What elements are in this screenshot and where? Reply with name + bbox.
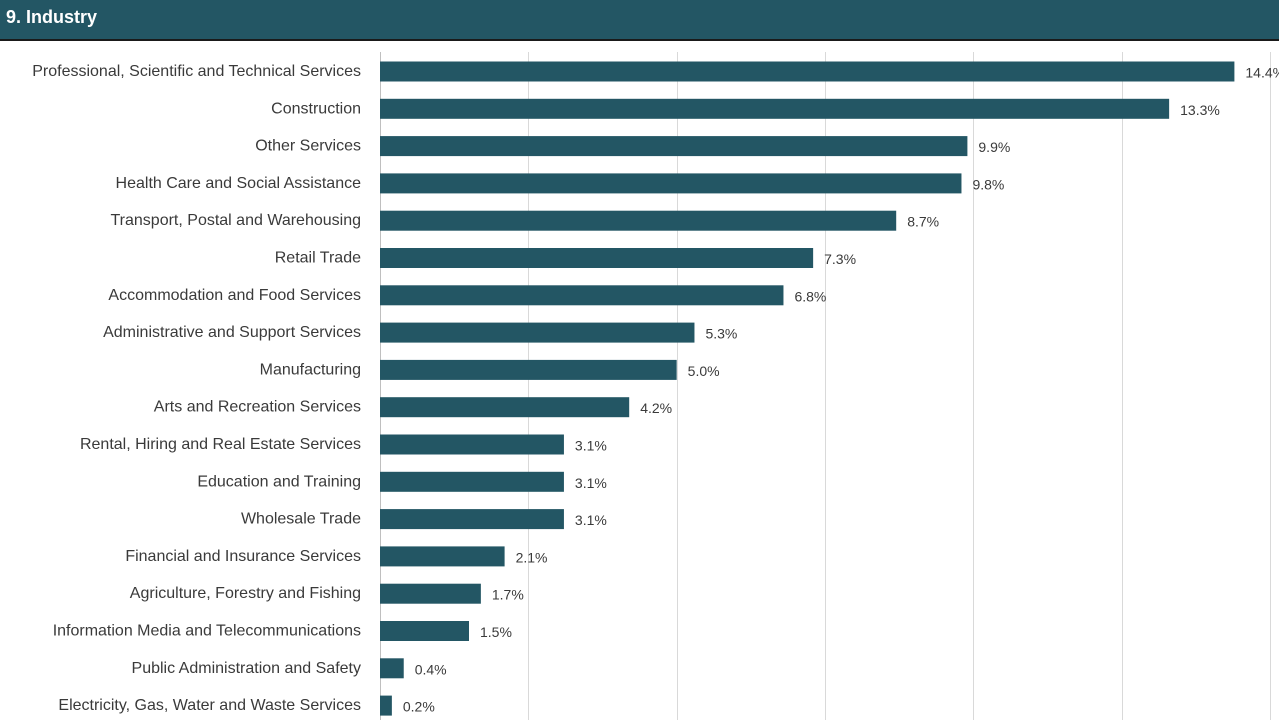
bar: [380, 546, 505, 567]
data-label: 7.3%: [824, 251, 856, 267]
category-label: Arts and Recreation Services: [154, 399, 361, 416]
bar: [380, 695, 392, 716]
data-label: 3.1%: [575, 512, 607, 528]
data-label: 3.1%: [575, 438, 607, 454]
bar: [380, 658, 404, 679]
category-label: Retail Trade: [275, 250, 361, 267]
category-label: Financial and Insurance Services: [125, 548, 361, 565]
bar: [380, 471, 564, 492]
data-label: 5.3%: [705, 326, 737, 342]
data-label: 14.4%: [1245, 65, 1279, 81]
bar: [380, 136, 968, 157]
category-label: Manufacturing: [260, 361, 361, 378]
data-label: 1.5%: [480, 624, 512, 640]
category-label: Electricity, Gas, Water and Waste Servic…: [58, 697, 361, 714]
bar: [380, 509, 564, 530]
category-label: Public Administration and Safety: [132, 660, 361, 677]
data-label: 8.7%: [907, 214, 939, 230]
bar: [380, 98, 1170, 119]
bar: [380, 285, 784, 306]
category-label: Construction: [271, 100, 361, 117]
data-label: 0.2%: [403, 699, 435, 715]
data-label: 9.9%: [978, 139, 1010, 155]
bar: [380, 173, 962, 194]
page-title: 9. Industry: [6, 7, 98, 27]
category-label: Wholesale Trade: [241, 511, 361, 528]
bar: [380, 621, 469, 641]
bar: [380, 359, 677, 380]
data-label: 4.2%: [640, 400, 672, 416]
bar: [380, 434, 564, 455]
category-label: Education and Training: [197, 473, 361, 490]
category-label: Agriculture, Forestry and Fishing: [130, 585, 361, 602]
category-label: Information Media and Telecommunications: [53, 623, 361, 640]
category-label: Other Services: [255, 138, 361, 155]
bar: [380, 322, 695, 343]
category-label: Health Care and Social Assistance: [116, 175, 362, 192]
data-label: 1.7%: [492, 587, 524, 603]
bar: [380, 61, 1235, 82]
data-label: 9.8%: [972, 176, 1004, 192]
category-label: Transport, Postal and Warehousing: [111, 212, 362, 229]
category-label: Administrative and Support Services: [103, 324, 361, 341]
header-bar: 9. Industry: [0, 0, 1279, 41]
category-label: Rental, Hiring and Real Estate Services: [80, 436, 361, 453]
data-label: 5.0%: [688, 363, 720, 379]
category-label: Accommodation and Food Services: [108, 287, 361, 304]
data-label: 2.1%: [516, 549, 548, 565]
category-label: Professional, Scientific and Technical S…: [32, 63, 361, 80]
data-label: 3.1%: [575, 475, 607, 491]
bar: [380, 397, 630, 418]
data-label: 0.4%: [415, 661, 447, 677]
bar: [380, 583, 481, 604]
bar: [380, 210, 897, 231]
data-label: 6.8%: [794, 288, 826, 304]
bar: [380, 248, 814, 268]
data-label: 13.3%: [1180, 102, 1220, 118]
